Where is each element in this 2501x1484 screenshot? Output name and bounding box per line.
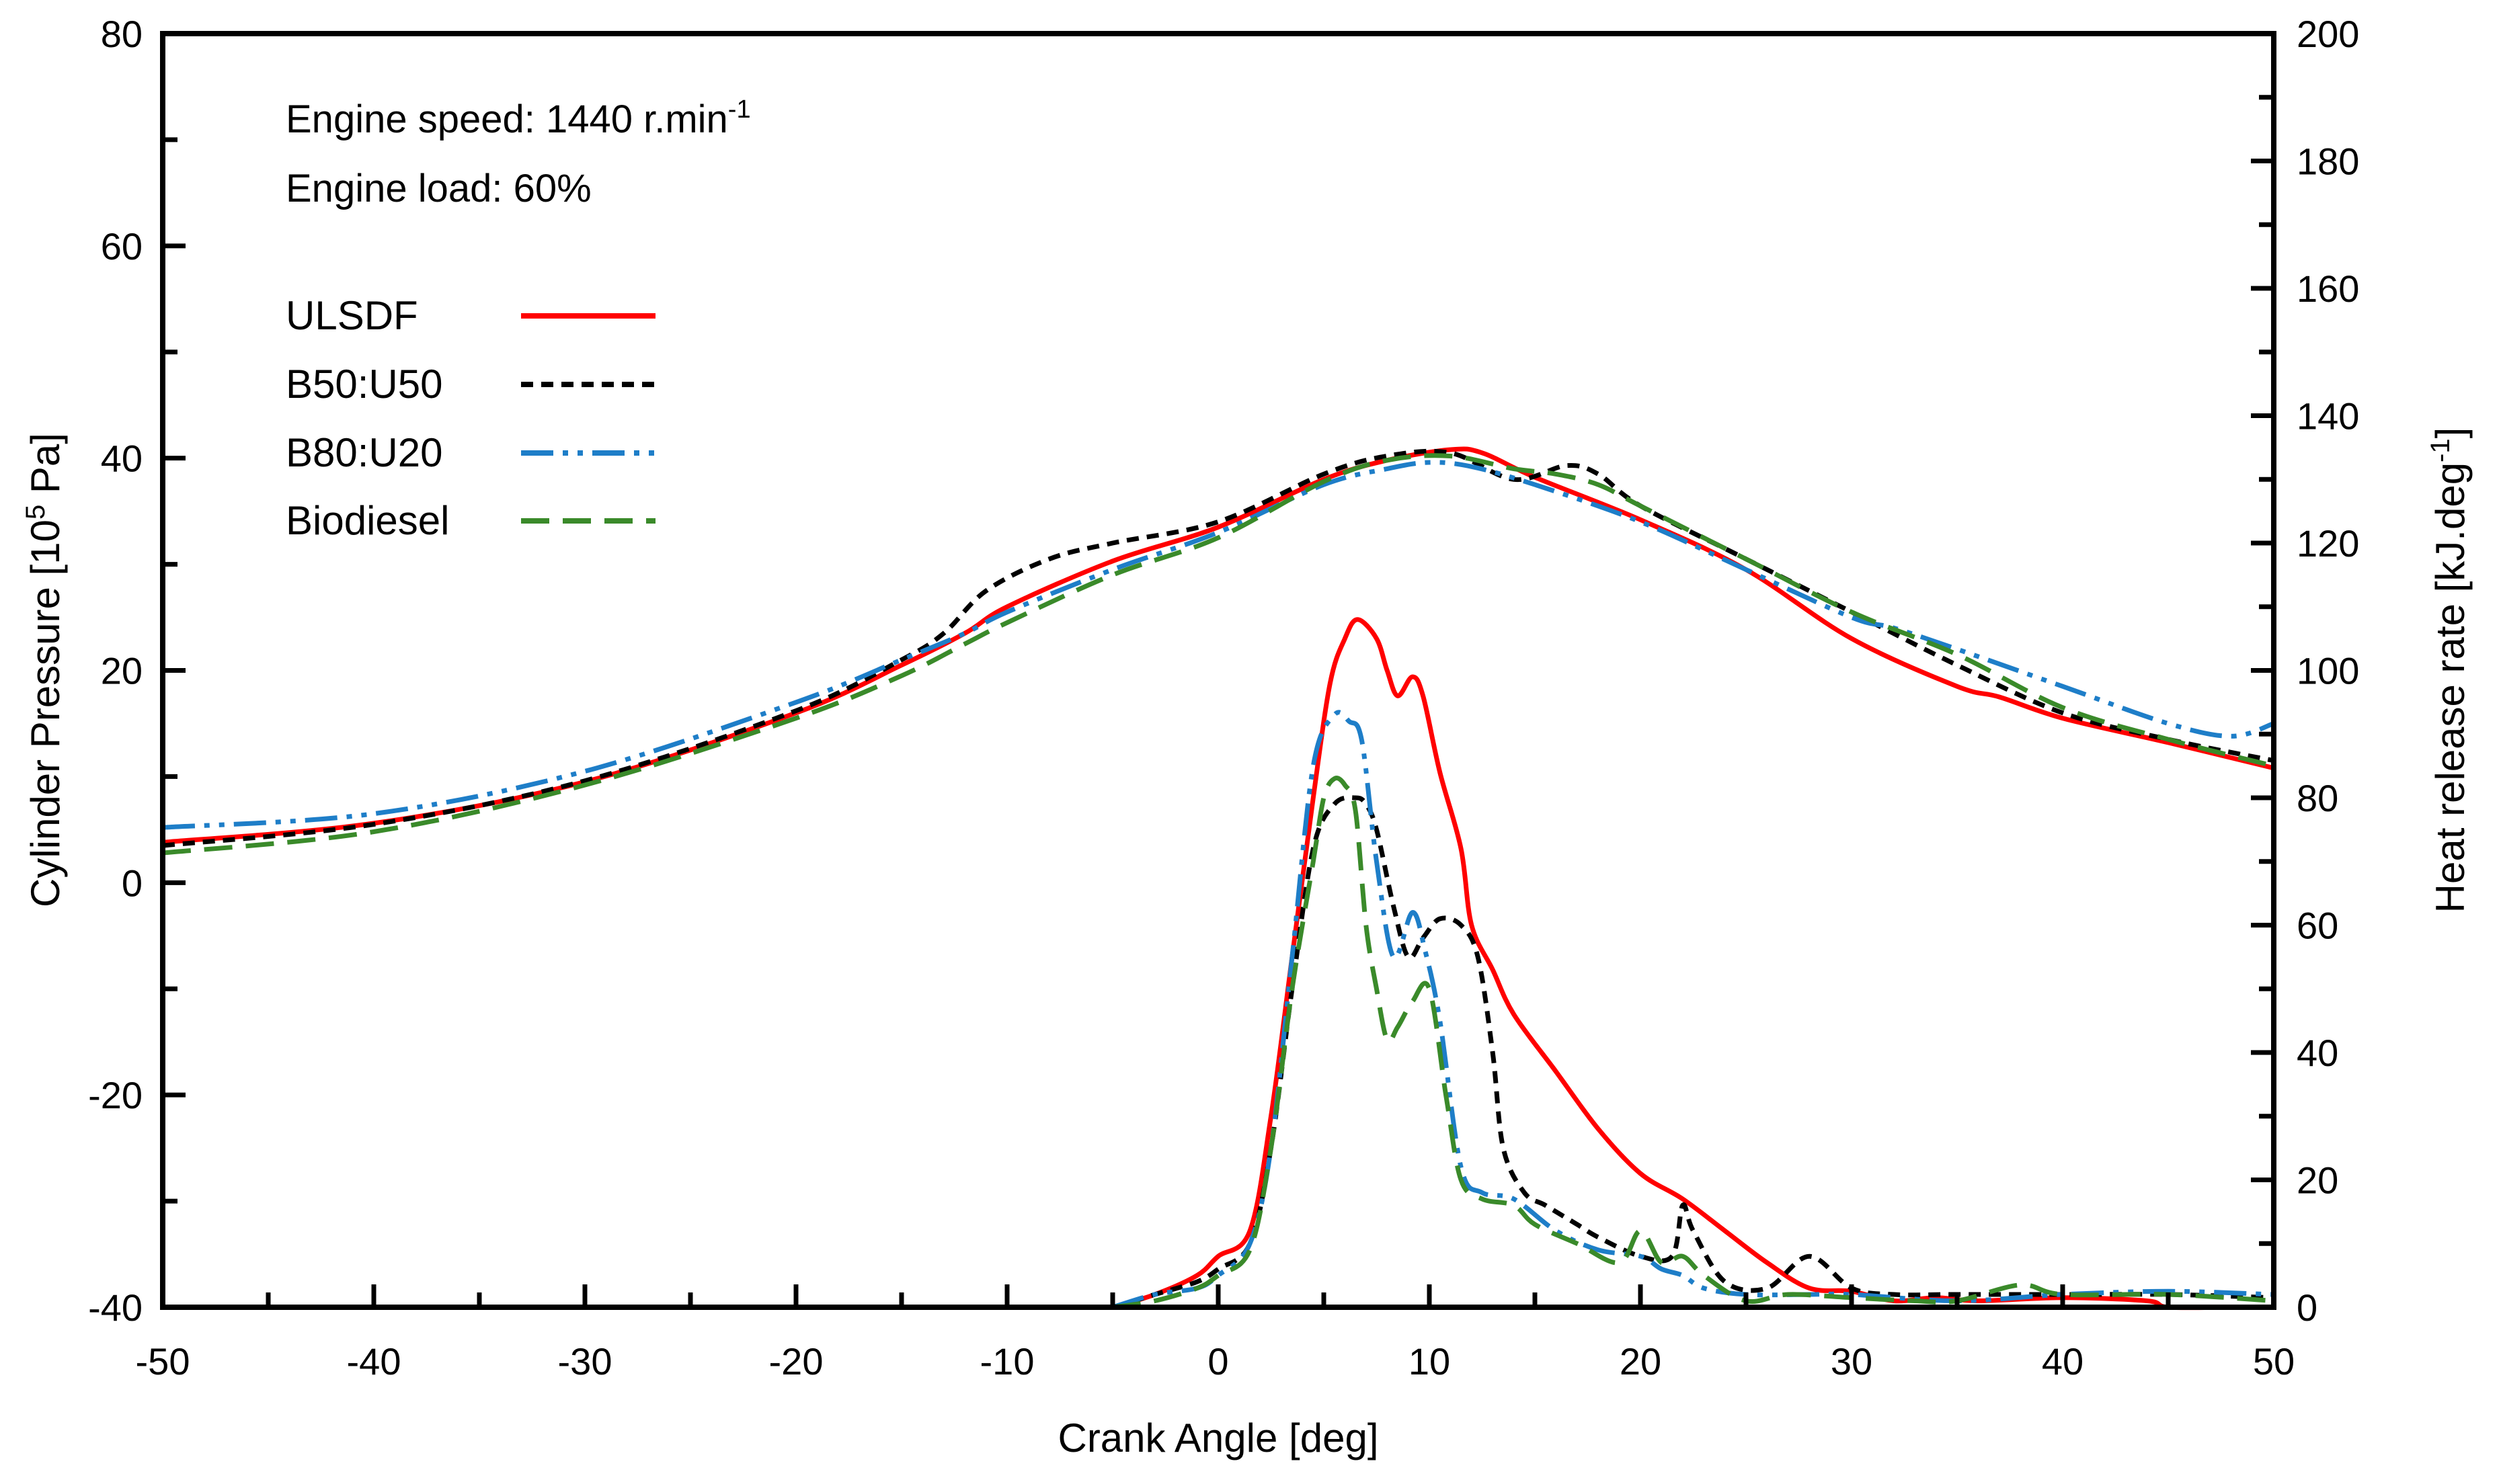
y-right-tick-label: 140 [2297, 395, 2359, 438]
y-left-axis-title: Cylinder Pressure [105 Pa] [21, 433, 68, 907]
y-left-tick-label: 40 [101, 438, 143, 480]
hrr-line-b50-u50 [1111, 795, 2274, 1310]
x-tick-label: 40 [2042, 1340, 2083, 1383]
x-tick-label: 10 [1408, 1340, 1450, 1383]
plot-frame [160, 31, 2276, 1310]
engine-speed-annotation: Engine speed: 1440 r.min-1 [286, 95, 751, 141]
y-right-tick-label: 100 [2297, 650, 2359, 692]
y-right-axis-title: Heat release rate [kJ.deg-1] [2426, 427, 2473, 913]
pressure-line-biodiesel [162, 453, 2274, 856]
axis-tick-labels: -50 -40 -30 -20 -10 0 10 20 30 40 50 -40 -20 0 20 40 60 8… [88, 13, 2359, 1383]
x-axis-title: Crank Angle [deg] [1058, 1415, 1379, 1460]
x-tick-label: 0 [1207, 1340, 1228, 1383]
y-right-tick-label: 0 [2297, 1286, 2317, 1329]
y-right-tick-label: 180 [2297, 140, 2359, 183]
axis-ticks [160, 31, 2276, 1310]
y-right-tick-label: 60 [2297, 905, 2338, 947]
pressure-line-b80-u20 [162, 460, 2275, 830]
x-tick-label: -20 [769, 1340, 824, 1383]
legend-label-b50-u50: B50:U50 [286, 362, 443, 407]
y-right-tick-label: 80 [2297, 777, 2338, 819]
x-tick-label: -50 [136, 1340, 190, 1383]
x-tick-label: -30 [558, 1340, 612, 1383]
x-tick-label: -10 [980, 1340, 1035, 1383]
hrr-line-biodiesel [1112, 776, 2274, 1310]
x-tick-label: -40 [347, 1340, 401, 1383]
y-left-tick-label: 60 [101, 225, 143, 267]
y-right-tick-label: 200 [2297, 13, 2359, 55]
y-right-tick-label: 40 [2297, 1032, 2338, 1074]
legend: ULSDF B50:U50 B80:U20 Biodiesel [286, 293, 656, 543]
series-curves [162, 446, 2275, 1311]
pressure-line-ulsdf [162, 446, 2274, 845]
y-left-tick-label: 20 [101, 650, 143, 692]
y-left-tick-label: 80 [101, 13, 143, 55]
x-tick-label: 30 [1831, 1340, 1872, 1383]
legend-label-biodiesel: Biodiesel [286, 498, 450, 543]
engine-load-annotation: Engine load: 60% [286, 167, 592, 210]
legend-label-b80-u20: B80:U20 [286, 430, 443, 475]
pressure-line-b50-u50 [162, 448, 2274, 848]
y-right-tick-label: 120 [2297, 522, 2359, 565]
y-left-tick-label: -40 [88, 1286, 143, 1329]
x-tick-label: 20 [1620, 1340, 1661, 1383]
x-tick-label: 50 [2253, 1340, 2295, 1383]
y-left-tick-label: 0 [122, 862, 143, 904]
y-left-tick-label: -20 [88, 1074, 143, 1116]
legend-label-ulsdf: ULSDF [286, 293, 418, 338]
y-right-tick-label: 160 [2297, 267, 2359, 310]
y-right-tick-label: 20 [2297, 1159, 2338, 1202]
